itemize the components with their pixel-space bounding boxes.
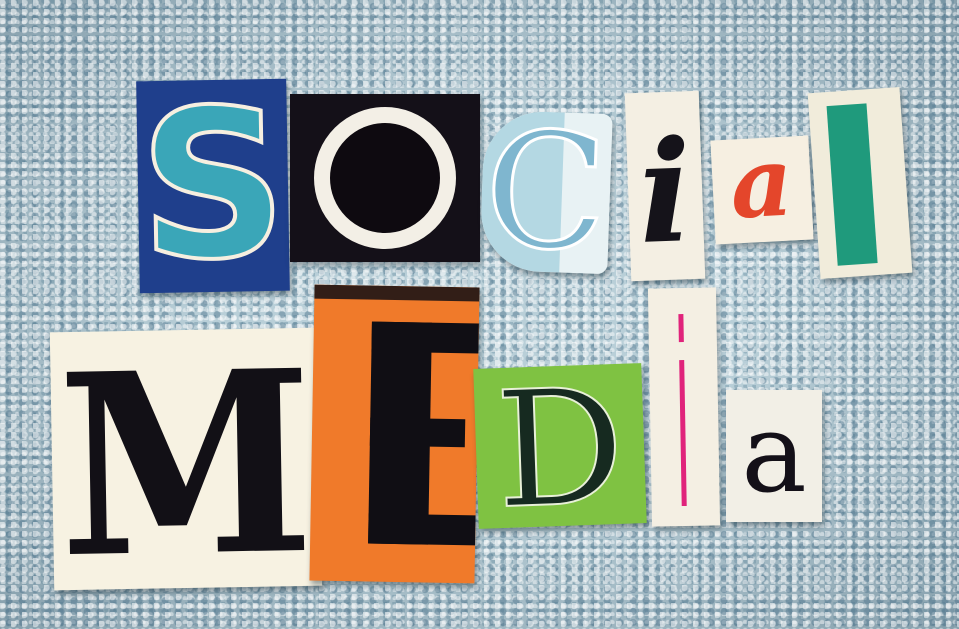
letter-tile-c: C xyxy=(479,109,613,275)
letter-tile-a2: a xyxy=(726,390,822,522)
letter-l xyxy=(826,103,878,266)
letter-tile-a: a xyxy=(710,135,814,245)
letter-tile-o: O xyxy=(290,94,480,262)
letter-d: D xyxy=(492,363,629,529)
letter-m-char: M xyxy=(56,327,316,591)
letter-c: C xyxy=(480,109,612,275)
letter-tile-s: S xyxy=(136,78,290,294)
letter-o xyxy=(290,94,480,262)
letter-tile-e: E xyxy=(309,284,480,584)
letter-i: i xyxy=(635,110,695,276)
letter-tile-i: i xyxy=(624,90,706,282)
letter-a2: a xyxy=(741,390,807,517)
letter-s: S xyxy=(136,78,290,294)
letter-i2-dot xyxy=(678,313,684,343)
letter-tile-m: S M xyxy=(49,327,323,591)
letter-i2-stem xyxy=(679,359,687,507)
letter-tile-d: D xyxy=(473,363,647,529)
letter-tile-i2: i xyxy=(647,287,721,527)
letter-tile-l: l xyxy=(807,87,913,279)
letter-e xyxy=(314,284,480,546)
letter-a: a xyxy=(727,135,796,241)
